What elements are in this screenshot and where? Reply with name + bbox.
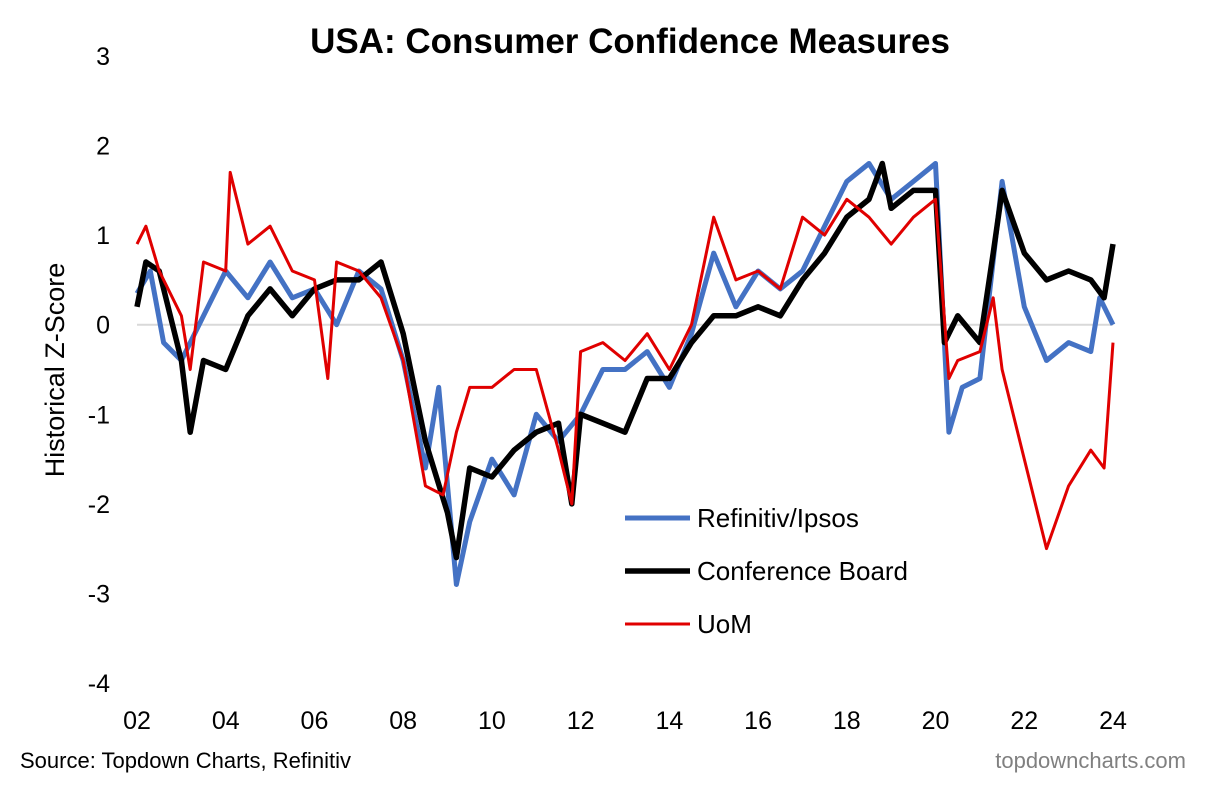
x-tick-label: 04 (212, 707, 240, 735)
x-tick-label: 10 (478, 707, 506, 735)
y-tick-label: 3 (96, 43, 110, 71)
y-tick-label: -4 (88, 670, 110, 698)
legend-item: UoM (625, 609, 752, 639)
legend-item: Refinitiv/Ipsos (625, 503, 859, 533)
y-tick-label: 2 (96, 133, 110, 161)
x-tick-label: 02 (123, 707, 151, 735)
y-tick-label: -2 (88, 491, 110, 519)
x-tick-label: 24 (1099, 707, 1127, 735)
x-tick-label: 12 (567, 707, 595, 735)
x-tick-label: 18 (833, 707, 861, 735)
x-tick-label: 20 (922, 707, 950, 735)
legend-item: Conference Board (625, 556, 908, 586)
y-tick-label: 0 (96, 312, 110, 340)
chart-title: USA: Consumer Confidence Measures (310, 22, 950, 61)
y-tick-label: -3 (88, 580, 110, 608)
x-tick-label: 16 (744, 707, 772, 735)
series-line-refinitiv-ipsos (134, 161, 1116, 587)
x-tick-label: 22 (1010, 707, 1038, 735)
x-tick-label: 06 (301, 707, 329, 735)
series-line-uom (135, 170, 1115, 551)
x-tick-label: 08 (389, 707, 417, 735)
y-tick-label: 1 (96, 222, 110, 250)
legend-label: Conference Board (697, 556, 908, 586)
y-tick-label: -1 (88, 401, 110, 429)
website-watermark: topdowncharts.com (995, 748, 1186, 773)
legend-label: UoM (697, 609, 752, 639)
y-axis-label: Historical Z-Score (40, 263, 70, 478)
series-line-conference-board (134, 160, 1116, 561)
source-note: Source: Topdown Charts, Refinitiv (20, 748, 351, 773)
x-tick-label: 14 (655, 707, 683, 735)
legend-label: Refinitiv/Ipsos (697, 503, 859, 533)
